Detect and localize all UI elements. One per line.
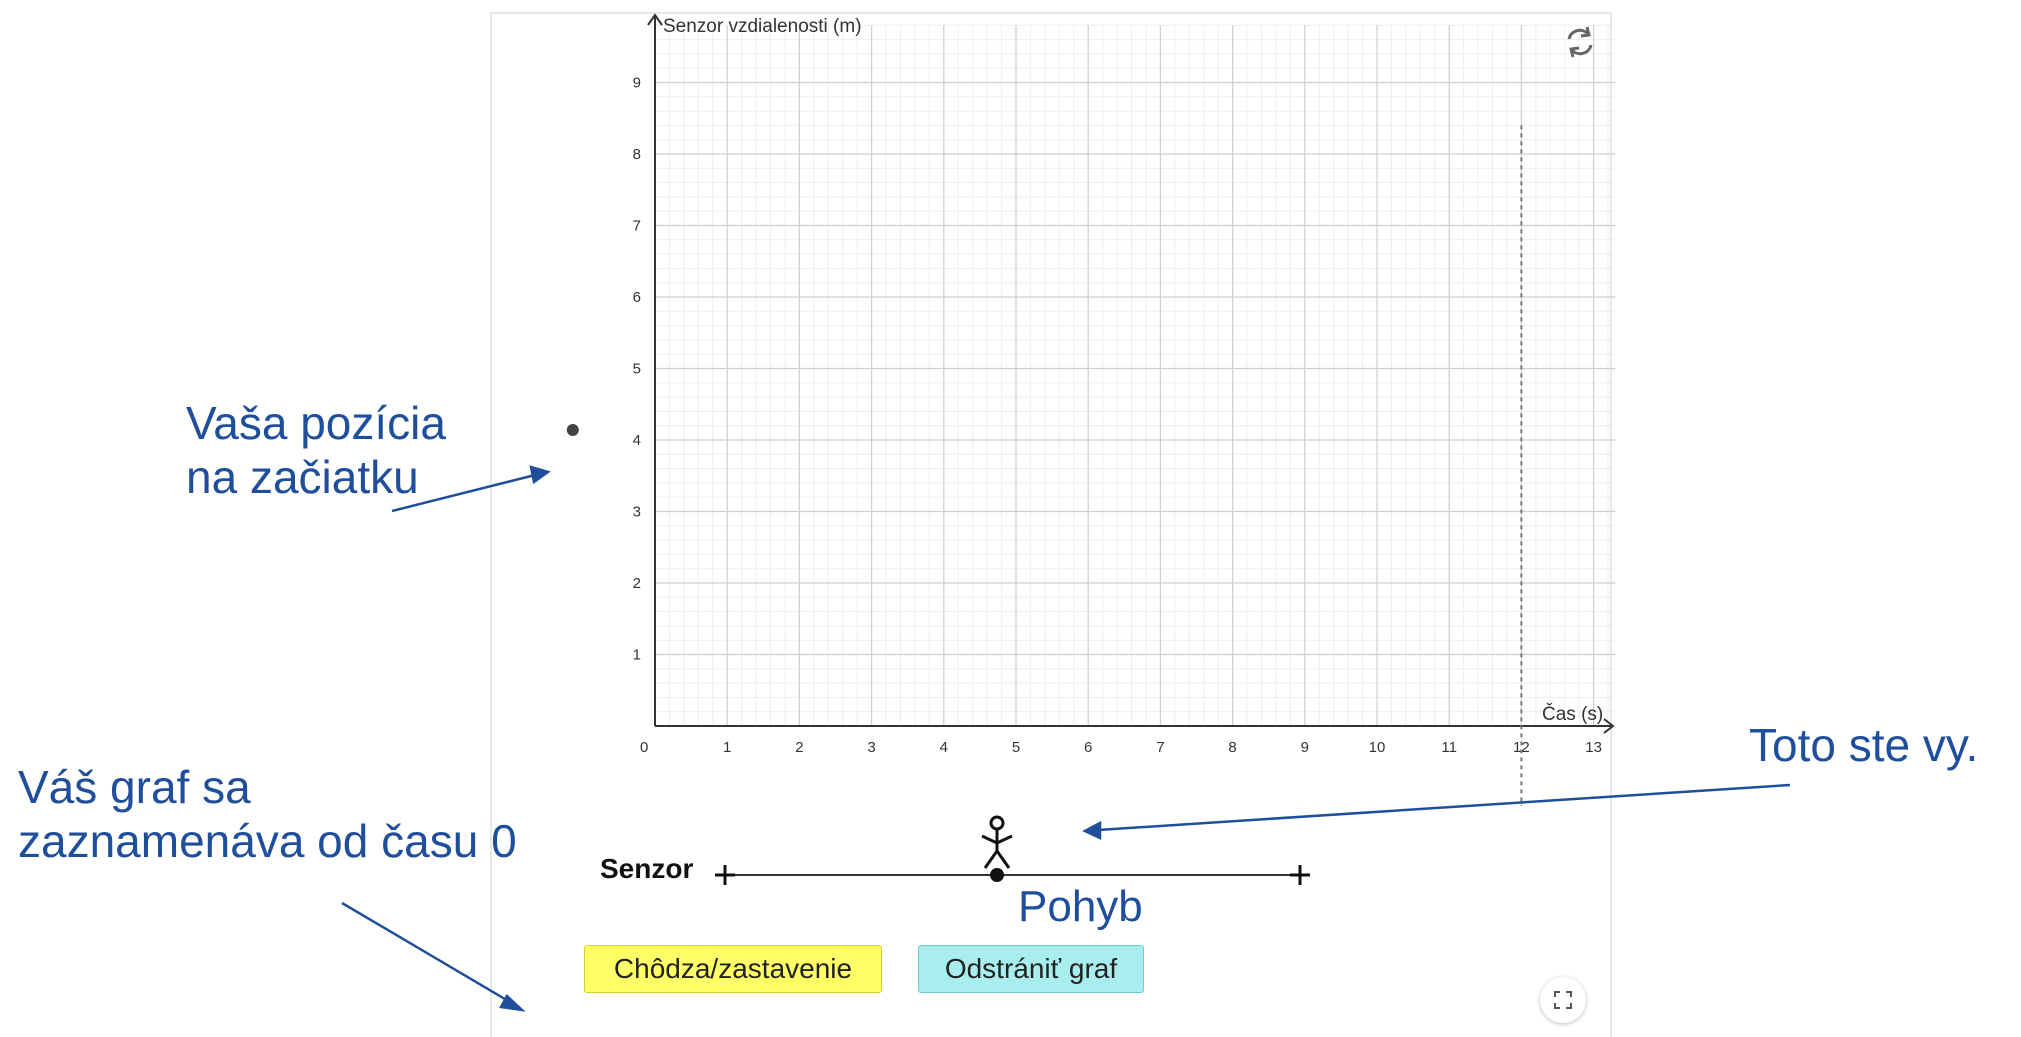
track-start-marker <box>715 865 735 885</box>
stick-figure-icon[interactable] <box>981 815 1013 869</box>
annotation-you: Toto ste vy. <box>1749 718 1978 772</box>
walker-position-handle[interactable] <box>990 868 1004 882</box>
y-axis-label: Senzor vzdialenosti (m) <box>663 16 862 37</box>
arrow-recording <box>341 901 511 1004</box>
x-axis-arrow <box>1603 718 1615 734</box>
annotation-arrows <box>341 465 1791 1012</box>
annotation-recording-line1: Váš graf sa <box>18 761 251 813</box>
annotation-recording: Váš graf sa zaznamenáva od času 0 <box>18 760 517 868</box>
y-axis-arrow <box>647 13 663 26</box>
x-tick-labels: 1 2 3 4 5 6 7 8 9 10 11 12 13 <box>723 739 1602 756</box>
arrow-you <box>1097 783 1791 832</box>
x-tick-label: 3 <box>867 739 875 756</box>
y-tick-label: 5 <box>633 361 641 378</box>
y-tick-labels: 1 2 3 4 5 6 7 8 9 <box>633 75 641 664</box>
reset-icon[interactable] <box>1560 22 1600 62</box>
x-tick-label: 7 <box>1156 739 1164 756</box>
fullscreen-icon <box>1554 991 1572 1009</box>
arrow-start-position <box>391 473 536 513</box>
motion-label: Pohyb <box>1018 882 1143 931</box>
annotation-you-text: Toto ste vy. <box>1749 719 1979 771</box>
origin-label: 0 <box>640 739 648 756</box>
annotation-start-position-line1: Vaša pozícia <box>186 397 446 449</box>
y-tick-label: 7 <box>633 218 641 235</box>
x-tick-label: 1 <box>723 739 731 756</box>
track-end-marker <box>1290 865 1310 885</box>
x-tick-label: 9 <box>1301 739 1309 756</box>
major-grid <box>655 25 1616 726</box>
annotation-recording-line2: zaznamenáva od času 0 <box>18 815 517 867</box>
x-tick-label: 8 <box>1228 739 1236 756</box>
fullscreen-button[interactable] <box>1540 977 1586 1023</box>
x-tick-label: 12 <box>1513 739 1530 756</box>
x-tick-label: 5 <box>1012 739 1020 756</box>
x-axis-label: Čas (s) <box>1542 703 1603 725</box>
y-tick-label: 9 <box>633 75 641 92</box>
y-tick-label: 8 <box>633 146 641 163</box>
start-position-point[interactable] <box>566 424 579 436</box>
annotation-start-position: Vaša pozícia na začiatku <box>186 396 446 504</box>
y-tick-label: 3 <box>633 504 641 521</box>
y-tick-label: 1 <box>633 647 641 664</box>
y-tick-label: 2 <box>633 575 641 592</box>
y-tick-label: 4 <box>633 432 641 449</box>
clear-graph-button[interactable]: Odstrániť graf <box>918 945 1144 993</box>
x-tick-label: 11 <box>1441 739 1457 756</box>
x-tick-label: 13 <box>1585 739 1602 756</box>
annotation-start-position-line2: na začiatku <box>186 451 419 503</box>
sensor-label: Senzor <box>600 853 694 884</box>
x-tick-label: 4 <box>940 739 948 756</box>
x-tick-label: 10 <box>1369 739 1386 756</box>
y-tick-label: 6 <box>633 289 641 306</box>
axes <box>647 13 1615 734</box>
x-tick-label: 2 <box>795 739 803 756</box>
walk-stop-button[interactable]: Chôdza/zastavenie <box>584 945 882 993</box>
x-tick-label: 6 <box>1084 739 1092 756</box>
